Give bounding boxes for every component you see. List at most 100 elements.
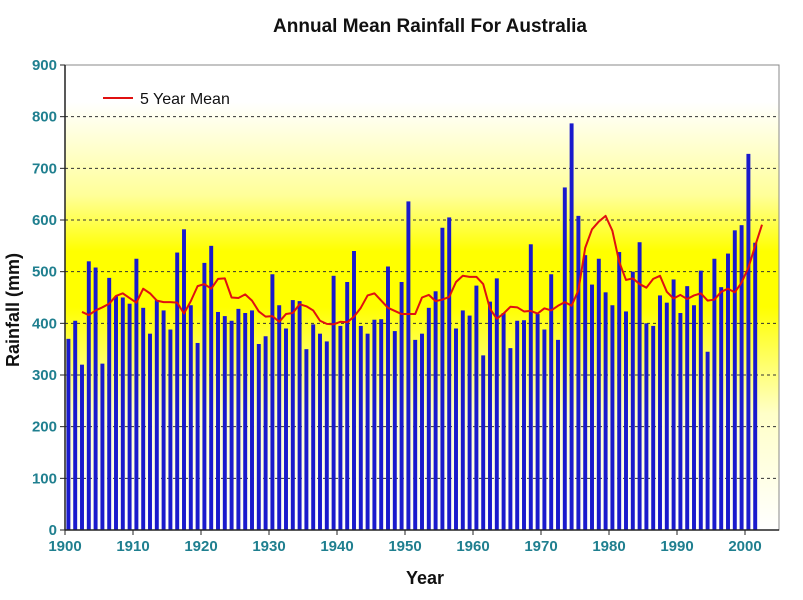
rainfall-bar xyxy=(692,305,696,530)
rainfall-bar xyxy=(433,291,438,530)
rainfall-bar xyxy=(345,282,350,530)
legend-label: 5 Year Mean xyxy=(140,91,230,108)
rainfall-bar xyxy=(440,227,445,530)
rainfall-bar xyxy=(719,287,724,530)
rainfall-bar xyxy=(93,267,98,530)
y-axis-ticks: 0 100 200 300 400 500 600 700 800 900 xyxy=(32,57,65,539)
rainfall-bar xyxy=(705,351,710,530)
rainfall-bar xyxy=(753,242,758,531)
rainfall-bar xyxy=(365,333,370,530)
rainfall-bar xyxy=(304,349,309,530)
rainfall-bar xyxy=(100,363,105,530)
rainfall-bar xyxy=(175,252,180,531)
rainfall-bar xyxy=(420,333,424,530)
x-tick-label: 2000 xyxy=(728,538,761,555)
rainfall-bar xyxy=(324,341,329,530)
x-tick-label: 1900 xyxy=(48,538,81,555)
rainfall-bar xyxy=(372,319,377,530)
rainfall-bar xyxy=(630,271,635,530)
rainfall-bar xyxy=(569,123,574,530)
rainfall-bar xyxy=(658,295,662,530)
y-tick-label: 200 xyxy=(32,419,57,436)
x-tick-label: 1990 xyxy=(660,538,693,555)
y-tick-label: 600 xyxy=(32,212,57,229)
rainfall-bar xyxy=(141,307,146,530)
y-tick-label: 0 xyxy=(49,522,57,539)
rainfall-bar xyxy=(732,230,737,530)
rainfall-bar xyxy=(399,282,404,530)
y-tick-label: 100 xyxy=(32,470,57,487)
rainfall-bar xyxy=(515,320,520,530)
rainfall-bar xyxy=(229,320,234,530)
rainfall-bar xyxy=(712,258,717,530)
rainfall-bar xyxy=(671,279,676,530)
rainfall-bar xyxy=(311,324,316,530)
rainfall-bar xyxy=(195,342,200,530)
rainfall-bar xyxy=(107,277,112,530)
rainfall-bar xyxy=(290,300,295,530)
rainfall-bar xyxy=(610,305,615,530)
rainfall-bar xyxy=(447,217,452,531)
rainfall-bar xyxy=(270,274,275,530)
rainfall-bar xyxy=(148,333,152,530)
rainfall-bar xyxy=(392,331,397,530)
rainfall-bar xyxy=(746,153,751,530)
rainfall-bar xyxy=(222,316,227,530)
y-tick-label: 700 xyxy=(32,160,57,177)
rainfall-bar xyxy=(413,339,418,530)
rainfall-bar xyxy=(386,266,390,530)
x-tick-label: 1980 xyxy=(592,538,625,555)
y-tick-label: 400 xyxy=(32,315,57,332)
rainfall-bar xyxy=(182,229,186,531)
rainfall-bar xyxy=(86,261,91,530)
rainfall-bar xyxy=(474,285,479,530)
y-tick-label: 800 xyxy=(32,109,57,126)
rainfall-bar xyxy=(263,336,268,530)
rainfall-bar xyxy=(535,314,540,530)
rainfall-bar xyxy=(617,252,622,530)
rainfall-bar xyxy=(358,325,363,530)
rainfall-bar xyxy=(256,344,261,530)
rainfall-bar xyxy=(297,301,302,530)
rainfall-bar xyxy=(556,339,560,530)
rainfall-bar xyxy=(331,275,336,530)
rainfall-bar xyxy=(460,310,465,530)
rainfall-bar xyxy=(114,296,118,530)
x-tick-label: 1940 xyxy=(320,538,353,555)
rainfall-bar xyxy=(528,244,533,530)
rainfall-bar xyxy=(494,278,499,530)
rainfall-bar xyxy=(590,284,594,530)
legend: 5 Year Mean xyxy=(103,91,230,108)
rainfall-bar xyxy=(352,251,356,530)
rainfall-bar xyxy=(651,325,656,530)
rainfall-bar xyxy=(542,329,547,530)
rainfall-bar xyxy=(161,310,166,530)
x-tick-label: 1970 xyxy=(524,538,557,555)
rainfall-bar xyxy=(624,311,628,530)
rainfall-bar xyxy=(678,313,683,530)
rainfall-bar xyxy=(603,292,608,530)
rainfall-bar xyxy=(338,325,343,530)
y-tick-label: 900 xyxy=(32,57,57,74)
rainfall-bar xyxy=(277,305,282,530)
rainfall-bar xyxy=(216,311,220,530)
rainfall-bar xyxy=(73,320,78,530)
rainfall-bar xyxy=(583,255,588,530)
rainfall-bar xyxy=(454,328,458,530)
rainfall-bar xyxy=(637,242,642,530)
y-tick-label: 500 xyxy=(32,264,57,281)
rainfall-bar xyxy=(154,300,159,530)
rainfall-bar xyxy=(508,348,513,530)
rainfall-bar xyxy=(562,187,567,530)
rainfall-bar xyxy=(66,338,71,530)
rainfall-bar xyxy=(127,303,132,530)
rainfall-bar xyxy=(188,305,193,530)
rainfall-bar xyxy=(168,329,173,530)
chart-title: Annual Mean Rainfall For Australia xyxy=(273,16,587,37)
rainfall-bar xyxy=(426,307,431,530)
rainfall-bar xyxy=(698,270,703,530)
rainfall-bar xyxy=(481,355,486,530)
rainfall-bar xyxy=(644,323,649,530)
x-tick-label: 1930 xyxy=(252,538,285,555)
